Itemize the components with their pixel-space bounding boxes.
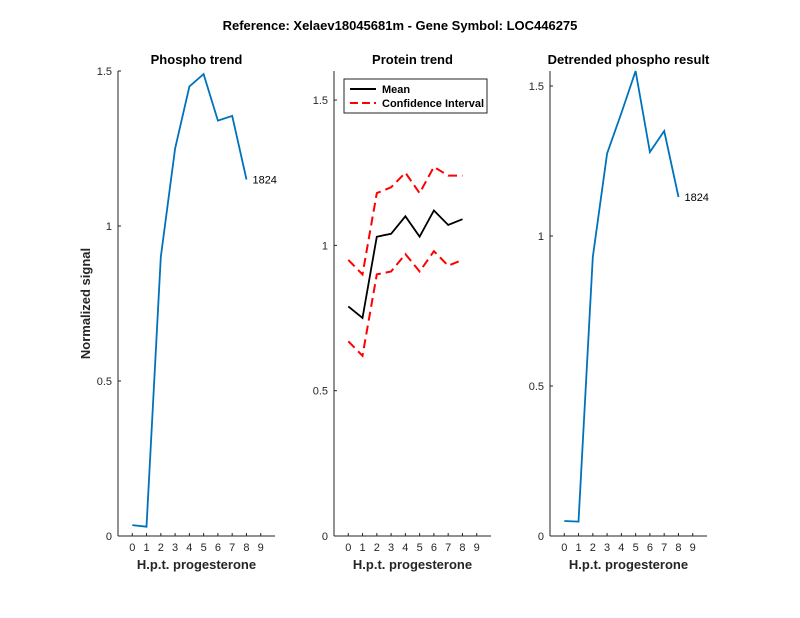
x-tick-label: 6	[431, 542, 437, 554]
x-tick-label: 0	[129, 542, 135, 554]
legend-entry: Confidence Interval	[382, 98, 484, 110]
series-line-3	[347, 249, 463, 358]
y-tick-label: 1.5	[529, 81, 544, 93]
x-tick-label: 9	[258, 542, 264, 554]
x-tick-label: 9	[474, 542, 480, 554]
x-tick-label: 3	[172, 542, 178, 554]
panel-title: Phospho trend	[151, 52, 243, 67]
x-tick-label: 1	[359, 542, 365, 554]
x-tick-label: 4	[186, 542, 192, 554]
series-line-2	[347, 165, 463, 277]
y-tick-label: 0.5	[313, 386, 328, 398]
series-line-1	[132, 72, 248, 528]
y-tick-label: 0.5	[529, 381, 544, 393]
x-tick-label: 5	[633, 542, 639, 554]
y-tick-label: 0	[106, 531, 112, 543]
series-end-annotation: 1824	[252, 175, 276, 187]
x-tick-label: 7	[661, 542, 667, 554]
x-tick-label: 7	[229, 542, 235, 554]
legend-entry: Mean	[382, 84, 410, 96]
panel-title: Detrended phospho result	[548, 52, 710, 67]
x-tick-label: 5	[417, 542, 423, 554]
x-tick-label: 7	[445, 542, 451, 554]
y-tick-label: 1	[538, 231, 544, 243]
x-tick-label: 1	[575, 542, 581, 554]
series-line-1	[564, 70, 680, 523]
legend: Mean Confidence Interval	[343, 78, 488, 114]
x-tick-label: 6	[647, 542, 653, 554]
series-end-annotation: 1824	[684, 192, 708, 204]
x-tick-label: 2	[590, 542, 596, 554]
x-axis-label: H.p.t. progesterone	[353, 557, 472, 572]
x-axis-label: H.p.t. progesterone	[569, 557, 688, 572]
x-tick-label: 5	[201, 542, 207, 554]
y-tick-label: 1	[106, 221, 112, 233]
y-tick-label: 0.5	[97, 376, 112, 388]
x-tick-label: 4	[402, 542, 408, 554]
panel-title: Protein trend	[372, 52, 453, 67]
legend-box	[343, 78, 488, 114]
x-tick-label: 8	[459, 542, 465, 554]
x-tick-label: 4	[618, 542, 624, 554]
x-axis-label: H.p.t. progesterone	[137, 557, 256, 572]
x-tick-label: 0	[345, 542, 351, 554]
x-tick-label: 8	[243, 542, 249, 554]
x-tick-label: 3	[388, 542, 394, 554]
y-axis-label: Normalized signal	[78, 248, 93, 359]
figure-suptitle: Reference: Xelaev18045681m - Gene Symbol…	[223, 18, 578, 33]
y-tick-label: 1.5	[97, 66, 112, 78]
y-tick-label: 1.5	[313, 95, 328, 107]
x-tick-label: 1	[143, 542, 149, 554]
x-tick-label: 8	[675, 542, 681, 554]
x-tick-label: 2	[374, 542, 380, 554]
y-tick-label: 0	[322, 531, 328, 543]
x-tick-label: 3	[604, 542, 610, 554]
x-tick-label: 6	[215, 542, 221, 554]
y-tick-label: 0	[538, 531, 544, 543]
x-tick-label: 0	[561, 542, 567, 554]
y-tick-label: 1	[322, 240, 328, 252]
x-tick-label: 2	[158, 542, 164, 554]
x-tick-label: 9	[690, 542, 696, 554]
series-line-1	[347, 209, 463, 320]
